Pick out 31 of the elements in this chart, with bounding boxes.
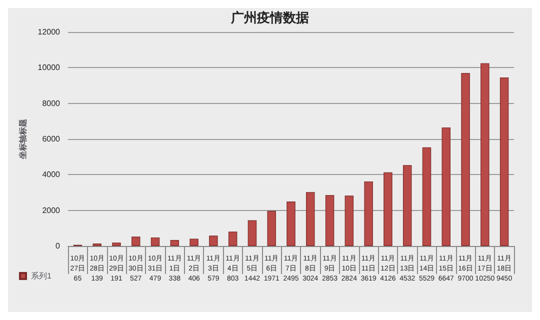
bar (286, 202, 296, 246)
bar (248, 220, 257, 246)
legend-label: 系列1 (31, 272, 52, 280)
bar (190, 238, 198, 246)
y-axis-title: 坐标轴标题 (18, 119, 28, 160)
bar (228, 232, 238, 246)
bar (150, 237, 160, 246)
y-tick-label: 10000 (38, 63, 61, 72)
bar (422, 147, 432, 246)
bar (267, 210, 276, 246)
bar (344, 196, 354, 246)
bar (402, 165, 412, 246)
bar (384, 172, 392, 246)
y-tick-label: 6000 (42, 134, 61, 144)
bar (364, 181, 373, 246)
bar (500, 77, 509, 246)
bar (461, 73, 470, 246)
y-tick-label: 8000 (42, 98, 61, 108)
bar (112, 242, 121, 246)
bar (306, 192, 315, 246)
bar (480, 63, 490, 246)
bar (325, 195, 334, 246)
bar (442, 127, 450, 246)
y-tick-label: 2000 (42, 206, 61, 215)
y-tick-label: 0 (56, 242, 61, 250)
chart-title: 广州疫情数据 (230, 10, 309, 25)
y-tick-label: 12000 (38, 28, 61, 36)
bar (170, 240, 180, 246)
y-tick-label: 4000 (42, 170, 61, 180)
bar (132, 236, 140, 246)
bar (209, 236, 218, 246)
